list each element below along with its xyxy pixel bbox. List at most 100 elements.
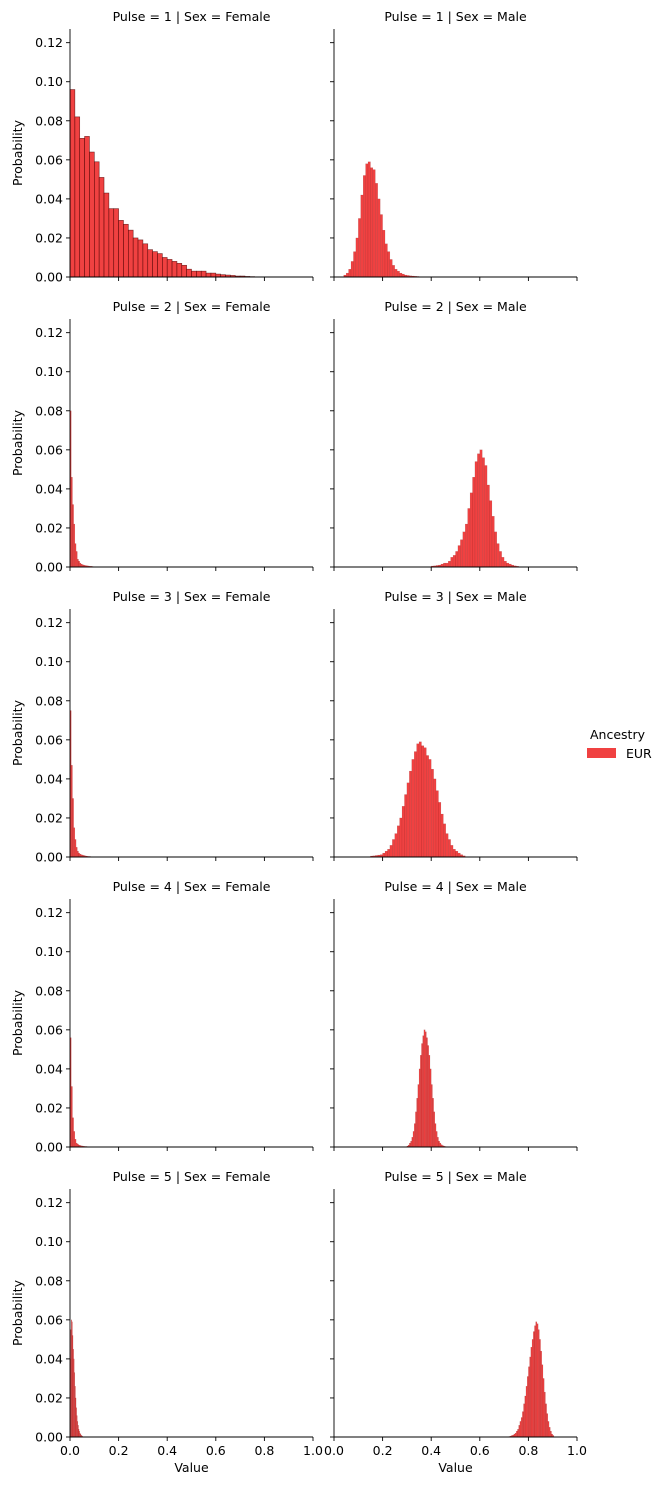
- y-tick-label: 0.04: [35, 1061, 63, 1076]
- histogram-bar: [417, 1084, 420, 1148]
- histogram-bar: [392, 839, 395, 858]
- histogram-bar: [534, 1325, 536, 1438]
- panel-title: Pulse = 5 | Sex = Female: [113, 1169, 271, 1184]
- y-axis-label: Probability: [10, 119, 25, 186]
- histogram-bar: [455, 551, 459, 568]
- panel-title: Pulse = 5 | Sex = Male: [384, 1169, 527, 1184]
- histogram-bar: [433, 778, 437, 858]
- histogram-bar: [516, 1430, 518, 1438]
- histogram-bar: [418, 741, 422, 858]
- histogram-bar: [416, 1098, 418, 1148]
- histogram-bar: [78, 560, 80, 568]
- histogram-bar: [409, 1142, 411, 1148]
- histogram-bar: [77, 850, 79, 858]
- histogram-bar: [384, 243, 388, 278]
- histogram-bar: [162, 257, 168, 278]
- histogram-bar: [387, 251, 391, 278]
- histogram-bar: [372, 169, 376, 278]
- y-axis-label: Probability: [10, 699, 25, 766]
- histogram-bar: [494, 531, 497, 568]
- histogram-bar: [152, 251, 158, 278]
- x-axis-label: Value: [438, 1460, 473, 1475]
- histogram-bar: [426, 755, 429, 858]
- histogram-bar: [548, 1427, 551, 1438]
- panel-title: Pulse = 1 | Sex = Female: [113, 9, 271, 24]
- histogram-bar: [370, 167, 374, 278]
- panel-title: Pulse = 3 | Sex = Female: [113, 589, 271, 604]
- histogram-bar: [350, 261, 354, 278]
- histogram-bar: [196, 270, 202, 278]
- histogram-bar: [375, 183, 378, 278]
- histogram-bar: [74, 543, 77, 568]
- histogram-bar: [486, 484, 490, 568]
- histogram-bar: [414, 1123, 416, 1148]
- histogram-bar: [503, 560, 507, 568]
- histogram-bar: [399, 817, 403, 858]
- histogram-bar: [74, 839, 77, 858]
- facet-panel: Pulse = 4 | Sex = Male: [330, 879, 578, 1151]
- histogram-bar: [450, 557, 454, 568]
- histogram-bar: [443, 562, 446, 568]
- histogram-bar: [542, 1378, 545, 1438]
- panel-title: Pulse = 4 | Sex = Male: [384, 879, 527, 894]
- y-tick-label: 0.06: [35, 1312, 63, 1327]
- histogram-bar: [519, 1421, 522, 1438]
- y-tick-label: 0.12: [35, 905, 63, 920]
- y-tick-label: 0.00: [35, 1140, 63, 1155]
- histogram-bar: [545, 1403, 547, 1438]
- y-tick-label: 0.04: [35, 481, 63, 496]
- histogram-bar: [406, 782, 410, 858]
- y-tick-label: 0.00: [35, 270, 63, 285]
- histogram-bar: [423, 1029, 426, 1148]
- histogram-bar: [348, 269, 352, 278]
- histogram-bar: [384, 850, 388, 858]
- facet-panel: Pulse = 3 | Sex = Female 0.00 0.02 0.04 0.06…: [10, 589, 314, 865]
- histogram-bar: [382, 229, 386, 278]
- histogram-bar: [465, 523, 468, 568]
- histogram-bar: [397, 270, 400, 278]
- y-tick-label: 0.10: [35, 944, 63, 959]
- histogram-bar: [452, 555, 456, 568]
- histogram-bar: [394, 269, 398, 278]
- histogram-bar: [421, 745, 425, 858]
- facet-panel: Pulse = 5 | Sex = Male 0.0 0.2 0.4 0.6 0.8 1.0…: [324, 1169, 587, 1475]
- histogram-bar: [428, 759, 432, 858]
- histogram-bar: [380, 214, 383, 278]
- histogram-bar: [460, 539, 463, 568]
- histogram-bar: [435, 1131, 438, 1148]
- histogram-bar: [77, 559, 79, 568]
- histogram-bar: [191, 270, 197, 278]
- histogram-bar: [200, 270, 207, 278]
- histogram-bar: [128, 229, 134, 278]
- legend-swatch-eur: [587, 748, 616, 758]
- histogram-bar: [439, 1142, 442, 1148]
- facet-panel: Pulse = 4 | Sex = Female 0.00 0.02 0.04 0.06…: [10, 879, 314, 1155]
- histogram-bar: [103, 192, 110, 278]
- histogram-bar: [477, 453, 480, 568]
- histogram-bar: [428, 1055, 431, 1148]
- histogram-bar: [438, 802, 442, 858]
- histogram-bar: [457, 545, 461, 568]
- histogram-bar: [501, 557, 505, 568]
- y-tick-label: 0.02: [35, 520, 63, 535]
- x-tick-label: 0.8: [518, 1443, 538, 1458]
- histogram-bar: [411, 759, 415, 858]
- histogram-bar: [118, 220, 124, 278]
- y-tick-label: 0.12: [35, 325, 63, 340]
- histogram-bar: [353, 251, 357, 278]
- y-tick-label: 0.08: [35, 403, 63, 418]
- x-tick-label: 1.0: [567, 1443, 587, 1458]
- histogram-bar: [528, 1366, 530, 1438]
- histogram-bar: [73, 523, 76, 568]
- histogram-bar: [429, 1068, 432, 1148]
- histogram-bar: [123, 223, 129, 278]
- x-tick-label: 0.8: [254, 1443, 274, 1458]
- histogram-bar: [79, 562, 82, 568]
- y-tick-label: 0.04: [35, 771, 63, 786]
- histogram-bar: [426, 1037, 428, 1148]
- histogram-bar: [345, 272, 349, 278]
- panel-title: Pulse = 2 | Sex = Female: [113, 299, 271, 314]
- x-tick-label: 0.2: [109, 1443, 129, 1458]
- y-tick-label: 0.04: [35, 1351, 63, 1366]
